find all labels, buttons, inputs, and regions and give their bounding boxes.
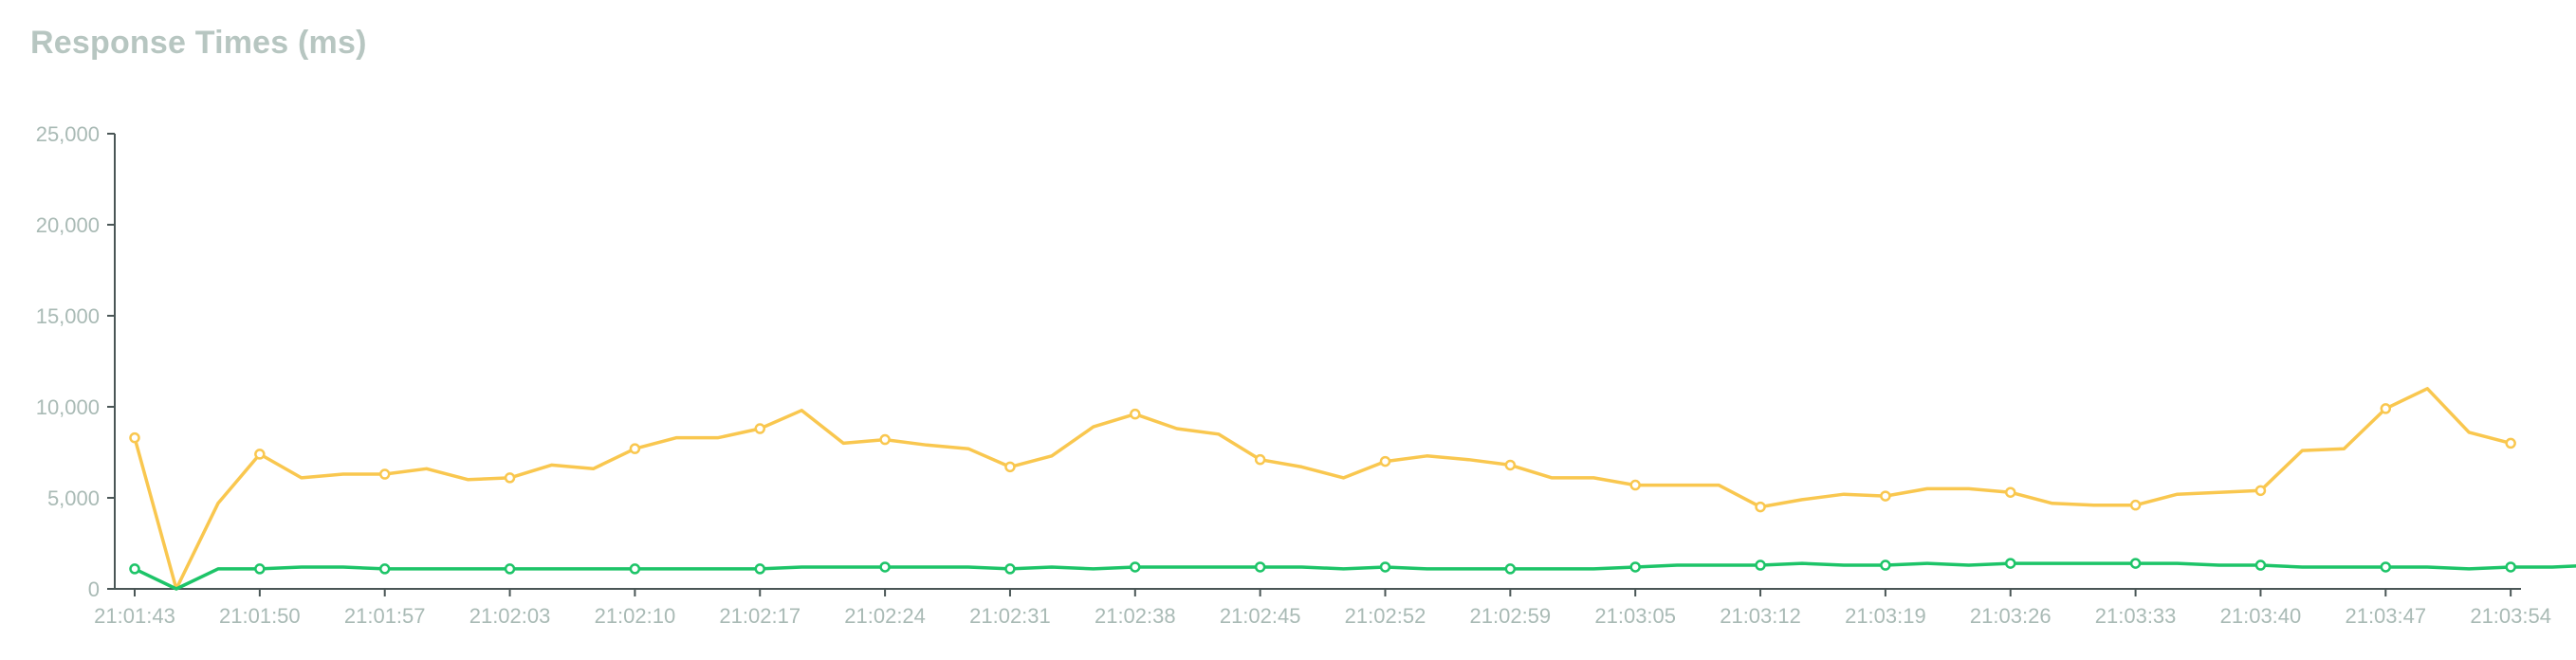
data-point[interactable] — [1254, 561, 1266, 573]
x-tick-label: 21:03:47 — [2345, 604, 2426, 628]
data-point[interactable] — [879, 433, 891, 446]
data-point[interactable] — [2380, 403, 2392, 414]
x-tick-label: 21:01:57 — [344, 604, 426, 628]
series-0 — [129, 387, 2516, 591]
series-line — [133, 387, 2512, 591]
data-point[interactable] — [2380, 561, 2392, 573]
data-point[interactable] — [2005, 558, 2016, 569]
data-point[interactable] — [129, 431, 140, 444]
y-axis: 0 5,000 10,000 15,000 20,000 25,000 — [36, 122, 116, 601]
x-tick-label: 21:03:26 — [1970, 604, 2052, 628]
data-point[interactable] — [1004, 563, 1016, 575]
data-point[interactable] — [2254, 485, 2267, 497]
data-point[interactable] — [1130, 408, 1141, 420]
x-tick-label: 21:03:05 — [1594, 604, 1676, 628]
y-tick-label: 15,000 — [36, 304, 100, 328]
data-point[interactable] — [1379, 561, 1391, 573]
data-point[interactable] — [1004, 461, 1016, 473]
data-point[interactable] — [254, 449, 266, 460]
data-point[interactable] — [1504, 459, 1517, 471]
data-point[interactable] — [2129, 558, 2142, 569]
y-tick-label: 25,000 — [36, 122, 100, 146]
x-tick-label: 21:02:52 — [1345, 604, 1426, 628]
data-point[interactable] — [1880, 559, 1891, 571]
x-tick-label: 21:03:19 — [1845, 604, 1926, 628]
x-tick-label: 21:02:59 — [1470, 604, 1552, 628]
x-tick-label: 21:02:10 — [595, 604, 676, 628]
x-tick-label: 21:02:31 — [969, 604, 1051, 628]
data-point[interactable] — [1880, 490, 1891, 502]
data-point[interactable] — [2129, 499, 2142, 511]
x-tick-label: 21:02:38 — [1095, 604, 1176, 628]
data-point[interactable] — [629, 563, 641, 575]
data-point[interactable] — [1504, 563, 1517, 575]
data-point[interactable] — [629, 443, 641, 454]
data-point[interactable] — [1379, 455, 1391, 468]
x-tick-label: 21:02:17 — [719, 604, 800, 628]
x-tick-label: 21:02:24 — [844, 604, 926, 628]
x-tick-label: 21:03:40 — [2220, 604, 2302, 628]
x-tick-label: 21:03:54 — [2470, 604, 2551, 628]
data-point[interactable] — [504, 472, 516, 484]
series-1 — [129, 558, 2576, 591]
x-tick-label: 21:02:45 — [1220, 604, 1301, 628]
y-tick-label: 0 — [88, 578, 100, 601]
data-point[interactable] — [754, 423, 765, 434]
x-tick-label: 21:03:33 — [2095, 604, 2177, 628]
data-point[interactable] — [254, 563, 266, 575]
y-tick-label: 20,000 — [36, 213, 100, 237]
data-point[interactable] — [1130, 561, 1141, 573]
series-line — [133, 561, 2576, 591]
x-tick-label: 21:01:43 — [94, 604, 175, 628]
data-point[interactable] — [378, 468, 391, 480]
data-point[interactable] — [2005, 486, 2016, 498]
chart-title: Response Times (ms) — [30, 25, 367, 61]
data-point[interactable] — [2254, 559, 2267, 571]
series-layer — [129, 387, 2576, 591]
data-point[interactable] — [1755, 559, 1766, 571]
data-point[interactable] — [504, 563, 516, 575]
x-tick-label: 21:02:03 — [469, 604, 551, 628]
data-point[interactable] — [129, 563, 140, 575]
data-point[interactable] — [1629, 479, 1641, 491]
data-point[interactable] — [2505, 561, 2516, 573]
x-axis: 21:01:43 21:01:50 21:01:57 21:02:03 21:02:10… — [94, 588, 2551, 628]
data-point[interactable] — [1755, 501, 1766, 513]
data-point[interactable] — [378, 563, 391, 575]
data-point[interactable] — [879, 561, 891, 573]
data-point[interactable] — [1254, 453, 1266, 466]
data-point[interactable] — [754, 563, 765, 575]
y-tick-label: 10,000 — [36, 395, 100, 419]
data-point[interactable] — [1629, 561, 1641, 573]
y-tick-label: 5,000 — [47, 486, 100, 510]
x-tick-label: 21:01:50 — [219, 604, 301, 628]
data-point[interactable] — [2505, 437, 2516, 449]
x-tick-label: 21:03:12 — [1720, 604, 1801, 628]
